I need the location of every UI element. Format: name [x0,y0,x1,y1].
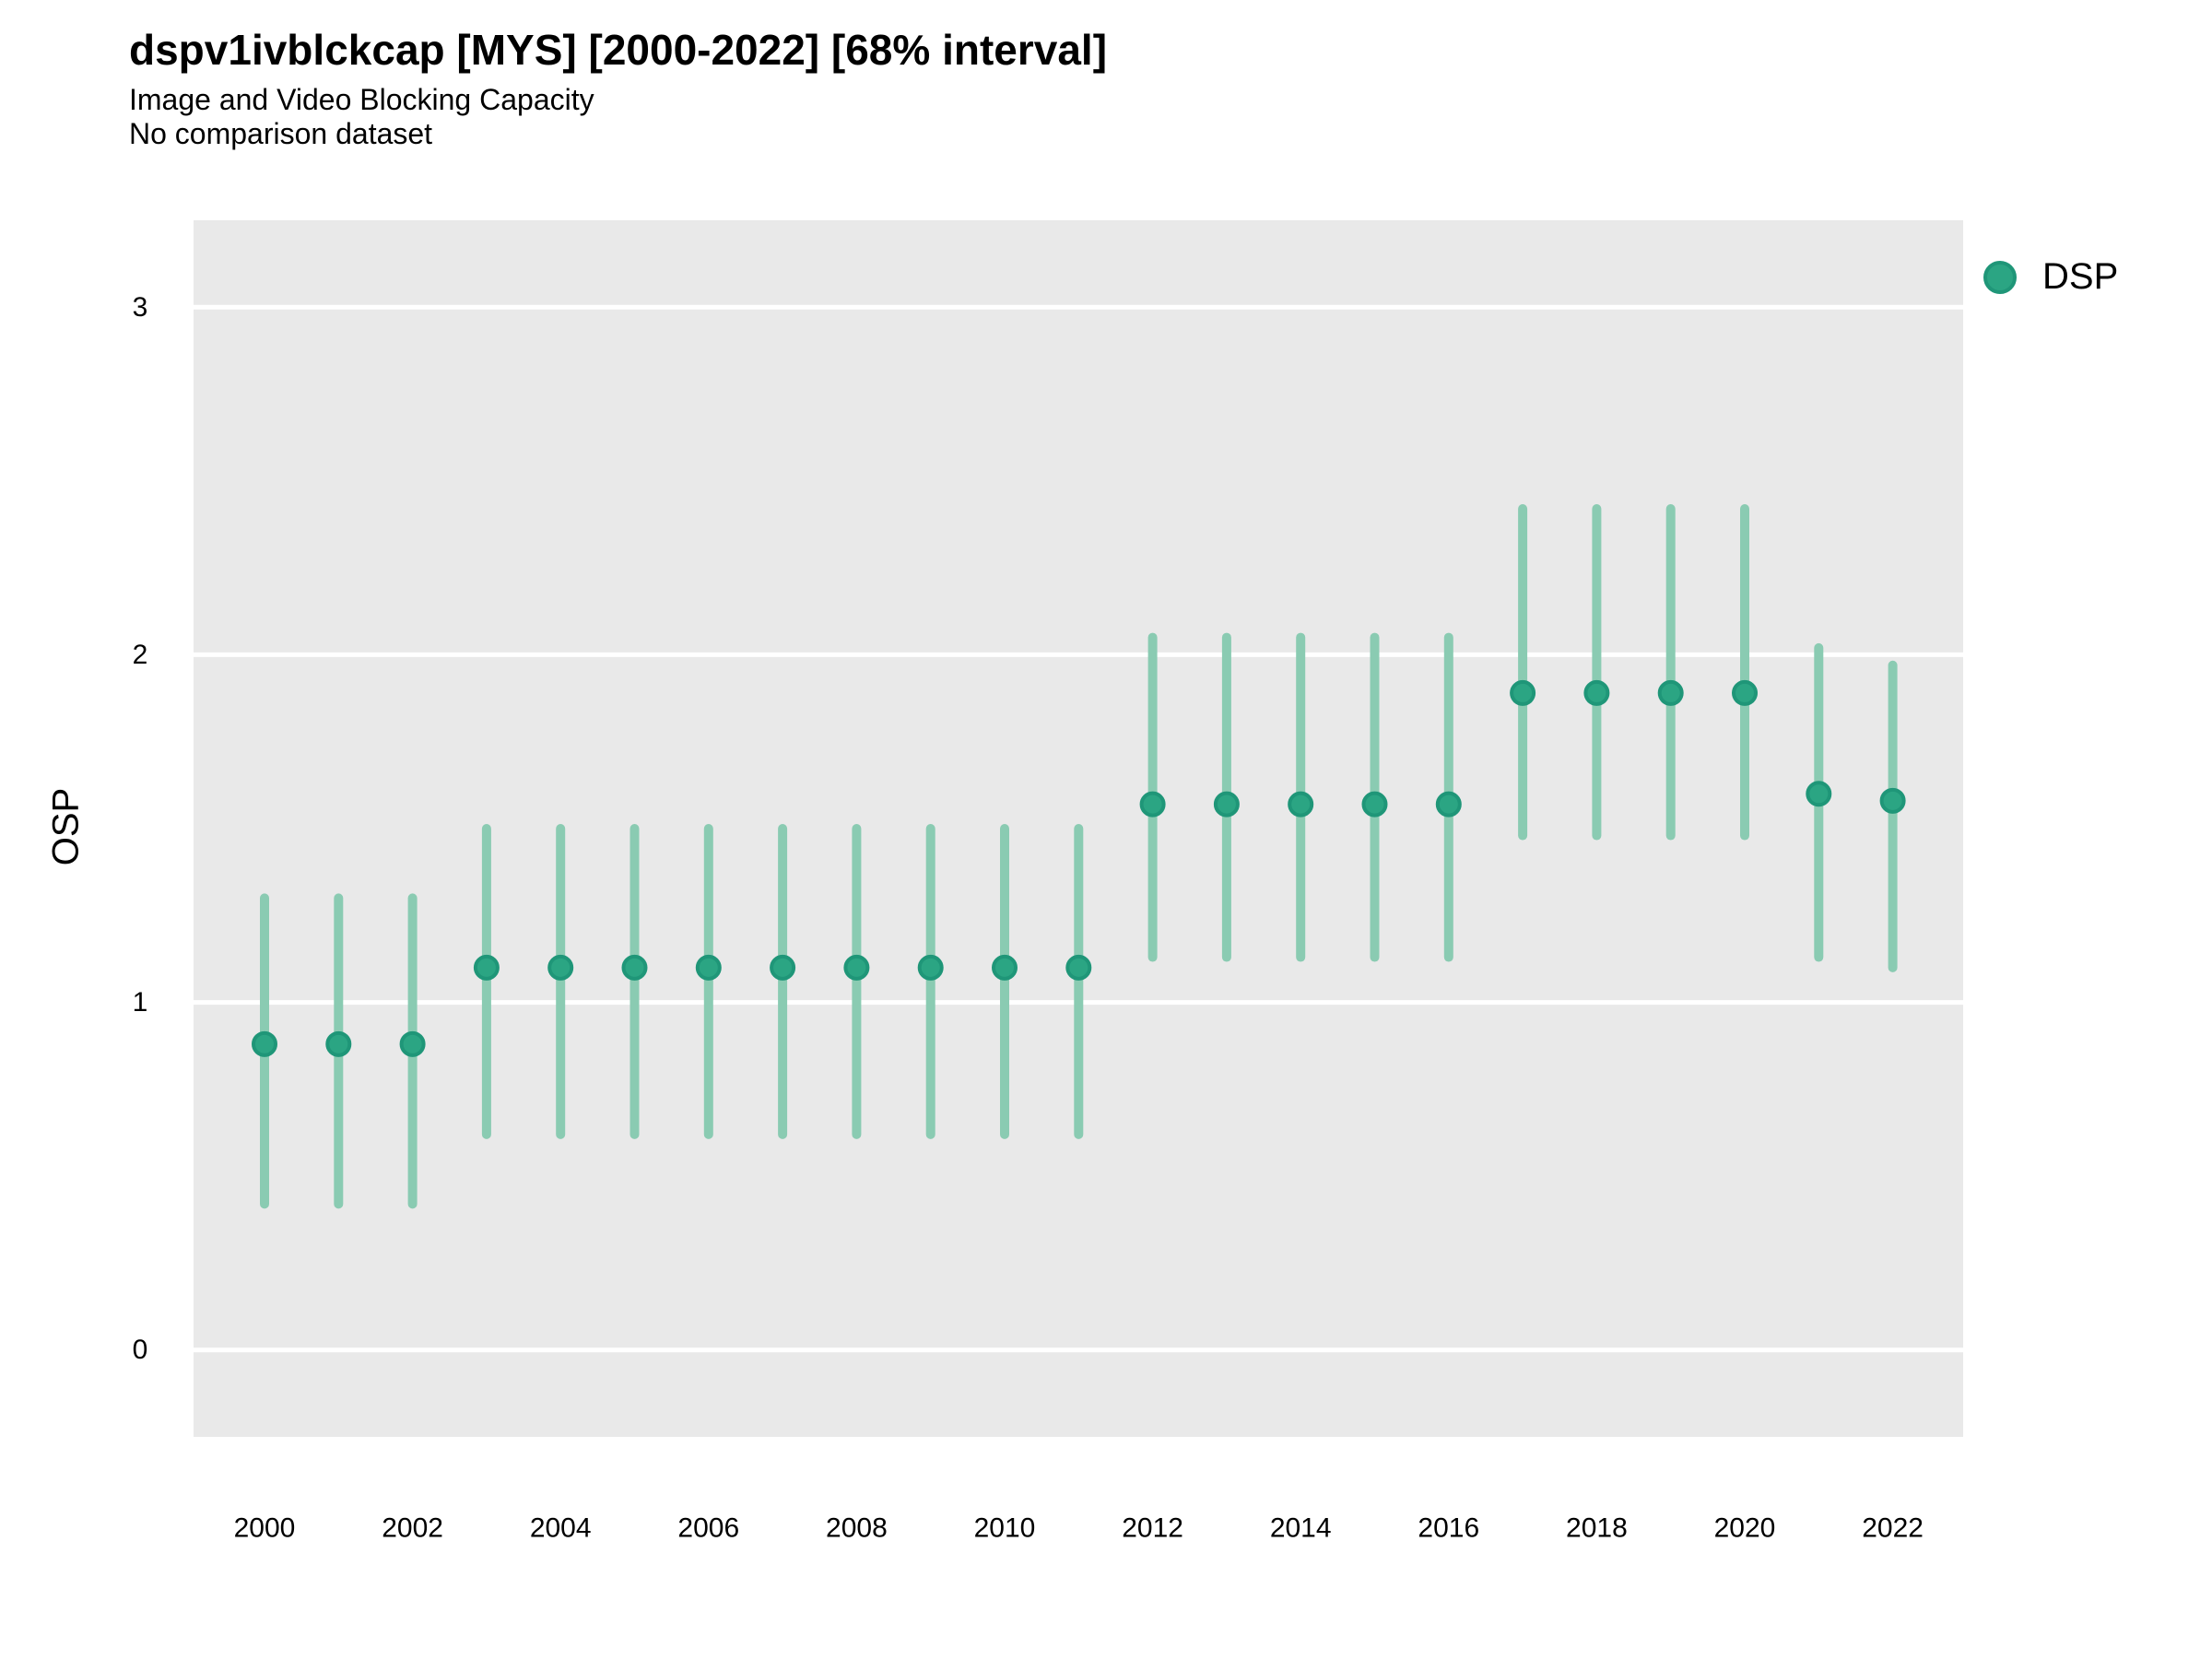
x-tick-label-2022: 2022 [1862,1513,1924,1544]
data-point-2008 [843,954,870,981]
data-point-2006 [695,954,722,981]
x-tick-label-2002: 2002 [382,1513,443,1544]
data-point-2005 [621,954,648,981]
data-point-2016 [1435,791,1462,818]
y-tick-labels: 0 1 2 3 [133,292,148,1365]
data-point-2021 [1806,781,1832,807]
data-point-2022 [1879,787,1906,814]
data-point-2020 [1732,679,1758,706]
data-point-2014 [1288,791,1314,818]
data-points [252,679,1906,1057]
data-point-2009 [917,954,944,981]
x-tick-label-2020: 2020 [1714,1513,1776,1544]
x-tick-label-2010: 2010 [974,1513,1036,1544]
y-tick-label-3: 3 [133,292,148,323]
data-point-2001 [325,1030,352,1057]
chart-subtitle: Image and Video Blocking Capacity [129,82,594,116]
data-point-2004 [547,954,574,981]
data-point-2013 [1213,791,1240,818]
x-tick-label-2012: 2012 [1122,1513,1183,1544]
x-tick-label-2014: 2014 [1270,1513,1332,1544]
x-tick-label-2016: 2016 [1418,1513,1479,1544]
x-tick-labels: 2000 2002 2004 2006 2008 2010 2012 2014 2016 2018… [234,1513,1924,1544]
data-point-2019 [1657,679,1684,706]
data-point-2011 [1065,954,1092,981]
data-point-2012 [1139,791,1166,818]
x-tick-label-2000: 2000 [234,1513,296,1544]
x-tick-label-2008: 2008 [826,1513,888,1544]
data-point-2015 [1361,791,1388,818]
data-point-2007 [770,954,796,981]
data-point-2017 [1510,679,1536,706]
chart-header: dspv1ivblckcap [MYS] [2000-2022] [68% in… [129,24,1107,152]
data-point-2000 [252,1030,277,1057]
x-tick-label-2006: 2006 [677,1513,739,1544]
legend: DSP [1983,256,2118,298]
legend-point-icon [1983,260,2017,294]
data-point-2003 [473,954,500,981]
x-tick-label-2004: 2004 [530,1513,592,1544]
data-point-2002 [399,1030,426,1057]
y-tick-label-0: 0 [133,1335,148,1365]
y-tick-label-2: 2 [133,640,148,670]
data-point-2010 [992,954,1018,981]
comparison-note: No comparison dataset [129,117,433,151]
data-point-2018 [1583,679,1610,706]
legend-label: DSP [2042,256,2119,297]
chart-title: dspv1ivblckcap [MYS] [2000-2022] [68% in… [129,26,1108,74]
y-tick-label-1: 1 [133,987,148,1018]
x-tick-label-2018: 2018 [1566,1513,1628,1544]
